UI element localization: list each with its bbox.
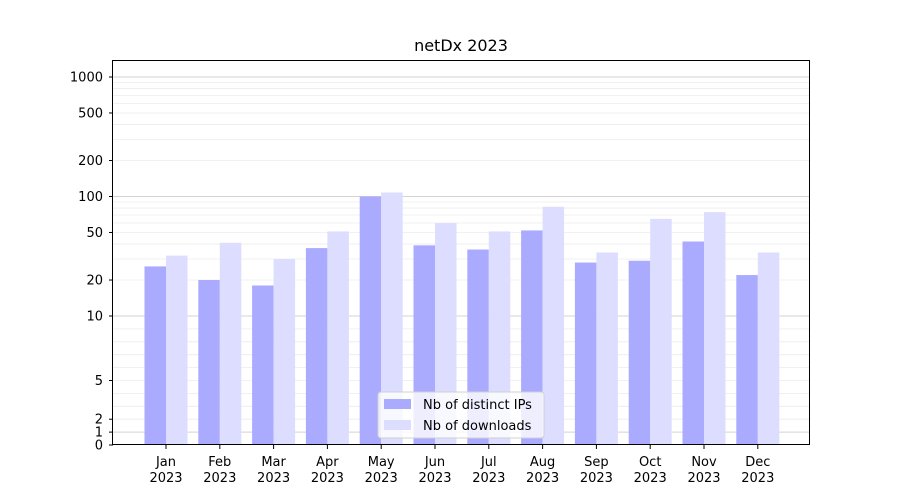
y-tick-label: 5 xyxy=(95,374,103,389)
x-tick-label-month: Dec xyxy=(745,455,770,470)
y-tick-label: 20 xyxy=(86,274,103,289)
bar-downloads xyxy=(757,252,780,445)
y-tick-label: 200 xyxy=(78,154,103,169)
x-tick-label-year: 2023 xyxy=(687,471,720,486)
bar-distinct-ips xyxy=(252,285,274,445)
y-tick-label: 0 xyxy=(95,439,103,454)
x-tick-label-month: Nov xyxy=(691,455,717,470)
legend-label: Nb of downloads xyxy=(423,419,532,434)
x-tick-label-year: 2023 xyxy=(634,471,667,486)
bar-distinct-ips xyxy=(198,280,220,445)
x-tick-label-year: 2023 xyxy=(741,471,774,486)
bar-downloads xyxy=(650,218,672,445)
bar-distinct-ips xyxy=(521,230,543,445)
x-tick-label-year: 2023 xyxy=(580,471,613,486)
bar-distinct-ips xyxy=(628,260,651,445)
legend-swatch xyxy=(384,420,411,430)
bar-downloads xyxy=(542,206,565,445)
x-tick-label-month: Jan xyxy=(155,455,176,470)
y-tick-label: 1 xyxy=(95,426,103,441)
x-tick-label-year: 2023 xyxy=(418,471,451,486)
x-tick-label-month: Oct xyxy=(639,455,661,470)
bars xyxy=(144,192,780,445)
x-axis: Jan2023Feb2023Mar2023Apr2023May2023Jun20… xyxy=(149,445,774,486)
y-tick-label: 2 xyxy=(95,413,103,428)
bar-downloads xyxy=(435,223,457,445)
bar-distinct-ips xyxy=(359,196,382,445)
bar-distinct-ips xyxy=(305,248,328,445)
bar-downloads xyxy=(704,212,726,445)
x-tick-label-month: Feb xyxy=(208,455,231,470)
y-tick-label: 100 xyxy=(78,190,103,205)
y-tick-label: 1000 xyxy=(70,71,103,86)
y-tick-label: 10 xyxy=(86,310,103,325)
x-tick-label-year: 2023 xyxy=(203,471,236,486)
bar-downloads xyxy=(219,242,242,445)
x-tick-label-year: 2023 xyxy=(365,471,398,486)
legend-swatch xyxy=(384,399,411,409)
x-tick-label-month: Jul xyxy=(480,455,497,470)
legend-box xyxy=(377,391,545,439)
bar-downloads xyxy=(327,231,349,445)
x-tick-label-year: 2023 xyxy=(311,471,344,486)
x-tick-label-month: Aug xyxy=(530,455,555,470)
bar-downloads xyxy=(381,192,403,445)
x-tick-label-month: May xyxy=(368,455,395,470)
x-tick-label-month: Jun xyxy=(424,455,445,470)
x-tick-label-year: 2023 xyxy=(472,471,505,486)
bar-downloads xyxy=(596,252,618,445)
x-tick-label-month: Apr xyxy=(316,455,339,470)
legend-label: Nb of distinct IPs xyxy=(423,398,532,413)
bar-distinct-ips xyxy=(736,275,758,445)
bar-downloads xyxy=(166,255,188,445)
x-tick-label-year: 2023 xyxy=(149,471,182,486)
y-axis: 012 5 10 20 50 100 200 500 1000 xyxy=(70,71,113,454)
x-tick-label-year: 2023 xyxy=(526,471,559,486)
y-tick-label: 50 xyxy=(86,226,103,241)
x-tick-label-month: Sep xyxy=(584,455,609,470)
y-tick-label: 500 xyxy=(78,106,103,121)
plot-frame xyxy=(112,60,810,445)
x-tick-label-month: Mar xyxy=(261,455,286,470)
bar-downloads xyxy=(273,258,296,445)
x-tick-label-year: 2023 xyxy=(257,471,290,486)
legend: Nb of distinct IPs Nb of downloads xyxy=(377,391,545,439)
bar-distinct-ips xyxy=(682,241,704,445)
chart-title: netDx 2023 xyxy=(414,36,508,55)
bar-distinct-ips xyxy=(144,266,166,445)
bar-distinct-ips xyxy=(574,262,597,445)
